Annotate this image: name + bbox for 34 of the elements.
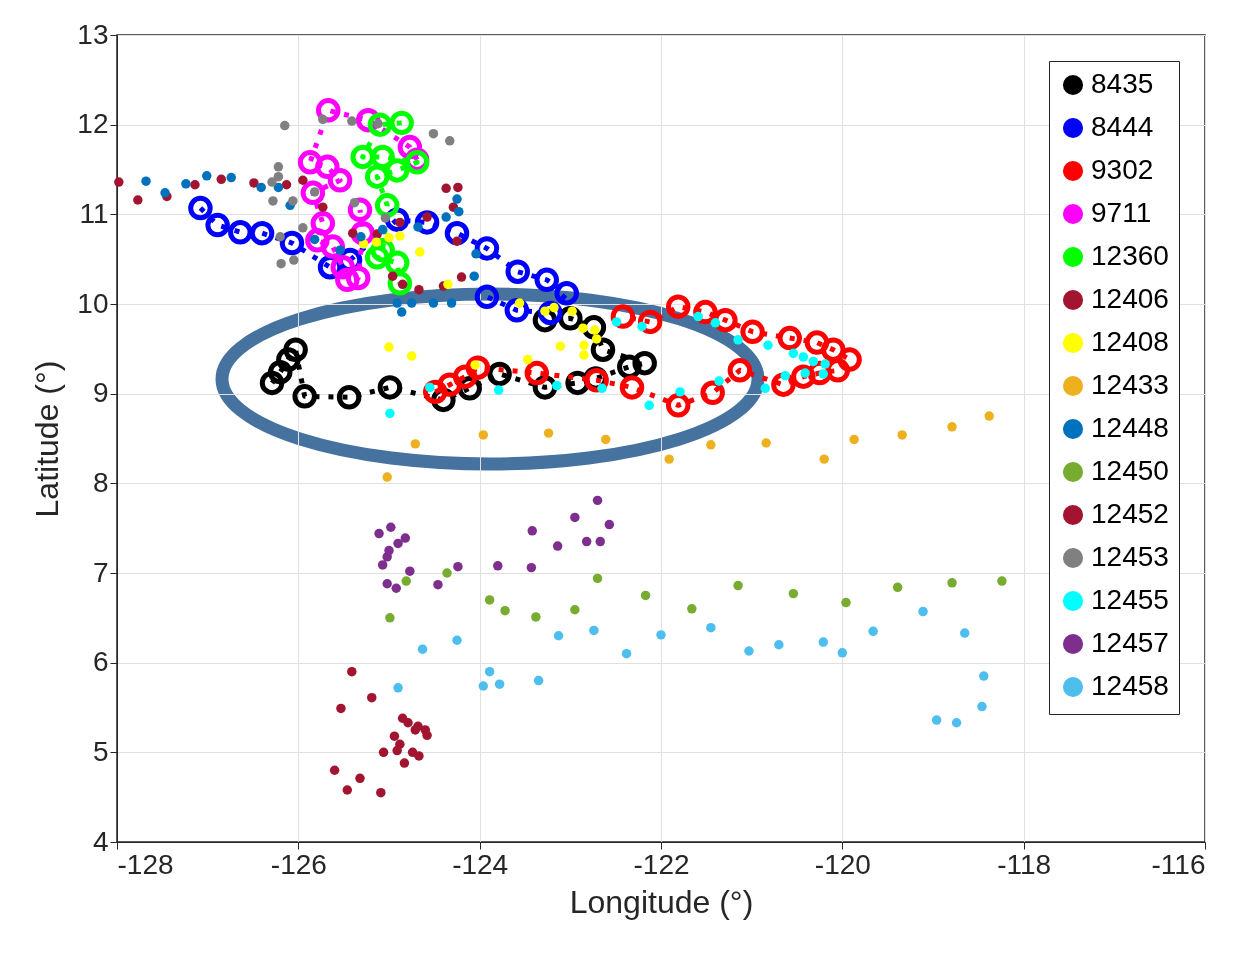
legend-label: 12452 [1091, 498, 1169, 529]
legend-label: 12408 [1091, 326, 1169, 357]
x-tick-label: -124 [452, 848, 509, 880]
x-tick-label: -116 [1151, 848, 1206, 880]
y-tick-label: 6 [92, 646, 109, 678]
x-tick-label: -122 [633, 848, 690, 880]
legend-label: 12433 [1091, 369, 1169, 400]
x-axis-title: Longitude (°) [569, 883, 754, 920]
y-tick-label: 8 [92, 466, 109, 498]
x-tick-label: -128 [117, 848, 174, 880]
y-tick-label: 7 [92, 556, 109, 588]
legend-label: 12455 [1091, 584, 1169, 615]
legend-label: 8444 [1091, 111, 1154, 142]
legend-label: 8435 [1091, 68, 1154, 99]
y-tick-label: 11 [79, 197, 109, 229]
legend-label: 9302 [1091, 154, 1154, 185]
x-tick-label: -118 [997, 848, 1052, 880]
legend-label: 12458 [1091, 670, 1169, 701]
y-tick-label: 9 [92, 377, 109, 409]
legend-label: 12406 [1091, 283, 1169, 314]
legend-label: 9711 [1091, 197, 1152, 228]
legend-label: 12360 [1091, 240, 1169, 271]
y-tick-label: 13 [77, 18, 109, 50]
y-axis-title: Latitude (°) [29, 360, 66, 518]
legend-label: 12448 [1091, 412, 1169, 443]
y-tick-label: 10 [77, 287, 109, 319]
x-tick-label: -126 [270, 848, 327, 880]
y-tick-label: 12 [77, 108, 109, 140]
y-tick-label: 4 [92, 825, 109, 857]
legend-label: 12457 [1091, 627, 1169, 658]
legend-label: 12453 [1091, 541, 1169, 572]
x-tick-label: -120 [814, 848, 871, 880]
y-tick-label: 5 [92, 735, 109, 767]
legend-label: 12450 [1091, 455, 1169, 486]
